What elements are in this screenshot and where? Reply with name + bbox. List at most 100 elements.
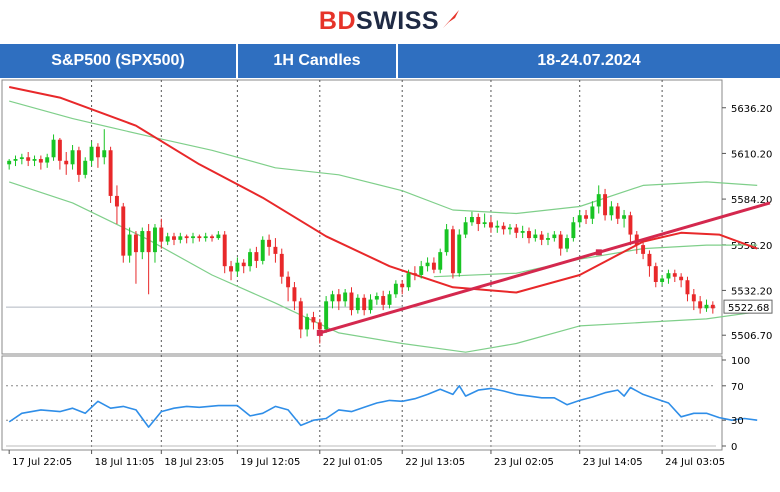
time-tick-label: 17 Jul 22:05 (12, 457, 72, 468)
candle-up (203, 236, 208, 239)
candle-up (609, 206, 614, 216)
candle-down (476, 217, 481, 225)
candle-down (672, 273, 677, 277)
candle-up (260, 239, 265, 261)
time-tick-label: 22 Jul 13:05 (405, 457, 465, 468)
candle-down (362, 297, 367, 311)
candle-up (248, 252, 253, 267)
candle-up (444, 229, 449, 253)
candle-down (114, 195, 119, 207)
trendline (316, 201, 771, 336)
price-chart: 5636.205610.205584.205558.205532.205506.… (0, 78, 780, 487)
candle-down (133, 234, 138, 253)
price-tick-label: 5506.70 (731, 331, 772, 342)
oscillator-panel-frame (1, 355, 723, 451)
oscillator-series (8, 384, 758, 428)
price-tick-label: 5584.20 (731, 195, 772, 206)
candle-up (51, 139, 56, 158)
candle-down (267, 239, 272, 247)
candle-down (273, 246, 278, 254)
candle-down (603, 194, 608, 216)
candle-up (324, 301, 329, 330)
candle-up (330, 294, 335, 302)
oscillator-levels (6, 385, 716, 447)
candle-down (317, 322, 322, 330)
time-tick-label: 23 Jul 02:05 (494, 457, 554, 468)
chart-container: 5636.20 5610.20 5584.20 5558.20 5532.20 5506.… (0, 78, 780, 487)
candle-up (482, 222, 487, 225)
candle-up (13, 159, 18, 161)
candle-up (153, 227, 157, 253)
candle-up (32, 159, 37, 161)
candle-up (577, 215, 582, 223)
candle-up (704, 304, 709, 309)
candle-up (178, 236, 183, 240)
candle-up (235, 262, 240, 272)
candle-up (590, 206, 595, 219)
oscillator-line (8, 384, 758, 428)
candle-down (501, 225, 506, 230)
candle-up (102, 150, 107, 158)
candle-up (463, 222, 468, 235)
trendline-anchor (595, 249, 602, 256)
candle-down (698, 301, 703, 309)
candle-up (666, 273, 671, 279)
candle-up (520, 231, 525, 233)
candle-up (83, 160, 88, 175)
candle-down (400, 283, 405, 288)
time-axis: 17 Jul 22:05 18 Jul 11:05 18 Jul 23:05 19 J… (8, 450, 725, 468)
candle-down (450, 229, 455, 274)
candle-down (57, 139, 62, 161)
time-tick-label: 18 Jul 23:05 (164, 457, 224, 468)
candle-up (140, 231, 145, 253)
candle-down (286, 276, 291, 288)
candle-up (191, 236, 195, 239)
candle-up (374, 296, 379, 300)
candle-up (495, 225, 500, 228)
price-tick-label: 5532.20 (731, 286, 772, 297)
candle-down (121, 206, 126, 256)
current-price-box (723, 299, 773, 314)
candle-down (38, 159, 43, 163)
candle-up (469, 217, 474, 223)
trendline-line (319, 201, 771, 335)
candle-up (596, 194, 601, 207)
trendline-anchor (316, 329, 323, 336)
candle-down (210, 236, 214, 239)
candle-up (419, 266, 424, 275)
time-tick-label: 19 Jul 12:05 (240, 457, 300, 468)
candle-down (26, 157, 31, 161)
period-label: 18-24.07.2024 (537, 52, 641, 69)
candle-down (488, 222, 493, 228)
candle-down (146, 231, 151, 253)
candle-down (184, 236, 189, 239)
oscillator-tick-label: 0 (731, 442, 737, 453)
candle-down (292, 287, 297, 302)
timeframe-label: 1H Candles (238, 44, 398, 78)
candle-up (7, 160, 12, 165)
candle-down (279, 253, 284, 277)
candle-down (172, 236, 176, 240)
candle-down (222, 234, 227, 267)
candle-down (298, 301, 303, 330)
candle-down (679, 276, 684, 281)
candle-up (546, 238, 550, 240)
candle-up (368, 299, 373, 311)
candle-down (641, 245, 646, 254)
candle-down (527, 231, 531, 239)
candle-down (653, 266, 658, 282)
time-tick-label: 18 Jul 11:05 (95, 457, 155, 468)
candle-up (508, 227, 512, 230)
candlesticks (7, 129, 715, 344)
candle-up (425, 262, 430, 267)
candle-up (571, 222, 576, 239)
candle-down (584, 215, 589, 219)
candle-down (381, 296, 386, 305)
candle-down (539, 234, 544, 240)
candle-up (660, 278, 665, 282)
brand-logo: BD SWISS (0, 0, 780, 42)
candle-up (355, 297, 360, 311)
candle-down (431, 262, 436, 270)
candle-down (229, 266, 234, 272)
candle-down (628, 215, 633, 235)
